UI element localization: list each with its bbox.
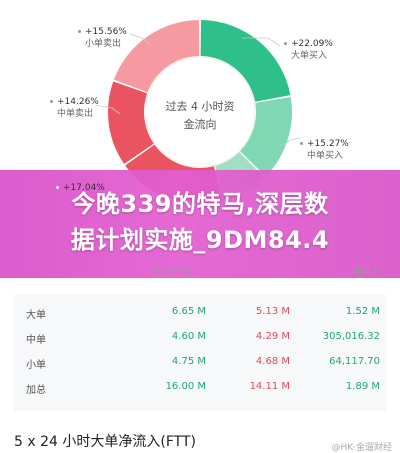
- row-label: 小单: [26, 360, 46, 371]
- watermark: @HK·金遛财经: [331, 443, 392, 453]
- row-net: 64,117.70: [329, 356, 380, 367]
- row-sell: 4.68 M: [255, 356, 290, 367]
- flow-table: 大单 6.65 M 5.13 M 1.52 M 中单 4.60 M 4.29 M…: [14, 294, 386, 411]
- callout-mid-buy-label: 中单买入: [307, 151, 344, 161]
- callout-mid-buy: +15.27% 中单买入: [300, 138, 349, 162]
- callout-big-sell-pct: +17.04%: [63, 183, 105, 193]
- row-sell: 14.11 M: [249, 381, 290, 392]
- banner-headline: 今晚339的特马,深层数 据计划实施_9DM84.4: [0, 186, 400, 258]
- callout-mid-sell: +14.26% 中单卖出: [50, 96, 99, 120]
- callout-mid-sell-pct: +14.26%: [57, 97, 99, 107]
- table-row: 小单 4.75 M 4.68 M 64,117.70: [14, 352, 386, 374]
- table-header: 买入(FTT) 净流入: [14, 264, 386, 280]
- callout-small-sell-label: 小单卖出: [85, 39, 122, 49]
- callout-big-buy-label: 大单买入: [291, 51, 328, 61]
- donut-segment-small-sell: [113, 20, 200, 93]
- row-buy: 6.65 M: [171, 306, 206, 317]
- row-label: 加总: [26, 385, 46, 396]
- row-net: 1.52 M: [345, 306, 380, 317]
- callout-big-buy-pct: +22.09%: [291, 39, 333, 49]
- donut-segment-mid-buy: [240, 96, 293, 177]
- leader-line-small-sell: [129, 33, 151, 45]
- leader-line-mid-buy: [281, 137, 301, 147]
- donut-center-label: 过去 4 小时资 金流向: [150, 98, 250, 134]
- table-row: 中单 4.60 M 4.29 M 305,016.32: [14, 327, 386, 349]
- callout-mid-sell-label: 中单卖出: [57, 109, 94, 119]
- callout-mid-buy-pct: +15.27%: [307, 139, 349, 149]
- row-buy: 16.00 M: [165, 381, 206, 392]
- leader-line-big-buy: [242, 37, 281, 47]
- row-net: 1.89 M: [345, 381, 380, 392]
- callout-big-buy: +22.09% 大单买入: [284, 38, 333, 62]
- promo-banner: [0, 170, 400, 278]
- donut-center-line2: 金流向: [183, 118, 217, 131]
- donut-segment-mid-sell: [108, 81, 154, 164]
- row-sell: 5.13 M: [255, 306, 290, 317]
- banner-line2: 据计划实施_9DM84.4: [70, 226, 330, 254]
- donut-center-line1: 过去 4 小时资: [165, 100, 235, 113]
- donut-hole: [144, 56, 256, 168]
- banner-line1: 今晚339的特马,深层数: [71, 190, 329, 218]
- section-title: 5 x 24 小时大单净流入(FTT): [14, 434, 196, 450]
- header-net: 净流入: [352, 267, 380, 277]
- callout-small-sell: +15.56% 小单卖出: [78, 26, 127, 50]
- row-buy: 4.60 M: [171, 331, 206, 342]
- callout-big-sell: +17.04%: [56, 182, 105, 194]
- table-row: 大单 6.65 M 5.13 M 1.52 M: [14, 302, 386, 324]
- donut-segment-big-buy: [200, 20, 291, 102]
- table-row: 加总 16.00 M 14.11 M 1.89 M: [14, 377, 386, 399]
- row-label: 大单: [26, 310, 46, 321]
- row-sell: 4.29 M: [255, 331, 290, 342]
- callout-small-sell-pct: +15.56%: [85, 27, 127, 37]
- row-net: 305,016.32: [322, 331, 380, 342]
- leader-line-mid-sell: [95, 104, 121, 115]
- row-buy: 4.75 M: [171, 356, 206, 367]
- header-buy: 买入(FTT): [152, 267, 193, 277]
- row-label: 中单: [26, 335, 46, 346]
